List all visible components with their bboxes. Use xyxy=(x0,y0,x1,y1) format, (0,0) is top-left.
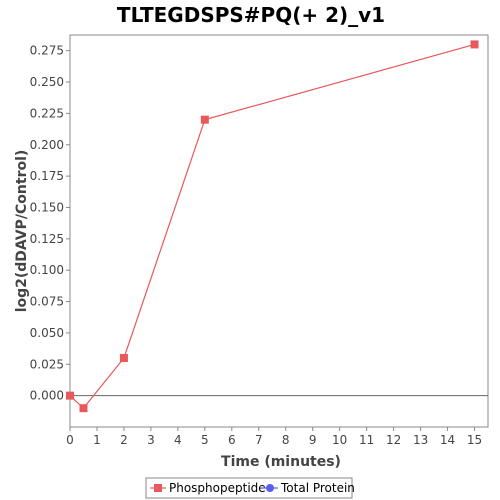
x-tick-label: 11 xyxy=(359,433,374,447)
y-tick-label: 0.200 xyxy=(30,138,64,152)
y-tick-label: 0.275 xyxy=(30,44,64,58)
y-tick-label: 0.150 xyxy=(30,200,64,214)
x-tick-label: 1 xyxy=(93,433,101,447)
legend-label: Total Protein xyxy=(280,481,355,495)
x-tick-label: 0 xyxy=(66,433,74,447)
x-tick-label: 7 xyxy=(255,433,263,447)
y-tick-label: 0.000 xyxy=(30,389,64,403)
y-tick-label: 0.025 xyxy=(30,357,64,371)
x-tick-label: 13 xyxy=(413,433,428,447)
x-tick-label: 15 xyxy=(467,433,482,447)
x-tick-label: 5 xyxy=(201,433,209,447)
data-point xyxy=(200,115,209,124)
data-point xyxy=(119,354,128,363)
x-tick-label: 2 xyxy=(120,433,128,447)
chart-title: TLTEGDSPS#PQ(+ 2)_v1 xyxy=(117,3,385,27)
legend-label: Phosphopeptide xyxy=(169,481,266,495)
y-axis: 0.000 0.025 0.050 0.075 0.100 0.125 0.150 0.175… xyxy=(30,44,70,403)
x-tick-label: 9 xyxy=(309,433,317,447)
x-tick-label: 12 xyxy=(386,433,401,447)
series-group xyxy=(66,40,479,413)
x-axis: 0 1 2 3 4 5 6 7 8 9 10 11 12 13 14 15 xyxy=(66,427,482,447)
legend-box xyxy=(145,477,353,499)
x-tick-label: 3 xyxy=(147,433,155,447)
y-tick-label: 0.250 xyxy=(30,75,64,89)
y-axis-label: log2(dDAVP/Control) xyxy=(14,150,30,313)
y-tick-label: 0.050 xyxy=(30,326,64,340)
x-tick-label: 14 xyxy=(440,433,455,447)
data-point xyxy=(470,40,479,49)
y-tick-label: 0.100 xyxy=(30,263,64,277)
x-axis-label: Time (minutes) xyxy=(221,454,341,470)
y-tick-label: 0.125 xyxy=(30,232,64,246)
x-tick-label: 8 xyxy=(282,433,290,447)
legend: Phosphopeptide Total Protein xyxy=(145,477,355,499)
data-point xyxy=(66,391,74,400)
x-tick-label: 4 xyxy=(174,433,182,447)
plot-area xyxy=(69,34,489,428)
y-tick-label: 0.225 xyxy=(30,106,64,120)
data-point xyxy=(79,404,88,413)
y-tick-label: 0.075 xyxy=(30,295,64,309)
legend-marker xyxy=(154,484,162,492)
x-tick-label: 10 xyxy=(332,433,347,447)
y-tick-label: 0.175 xyxy=(30,169,64,183)
legend-marker xyxy=(266,484,274,492)
x-tick-label: 6 xyxy=(228,433,236,447)
